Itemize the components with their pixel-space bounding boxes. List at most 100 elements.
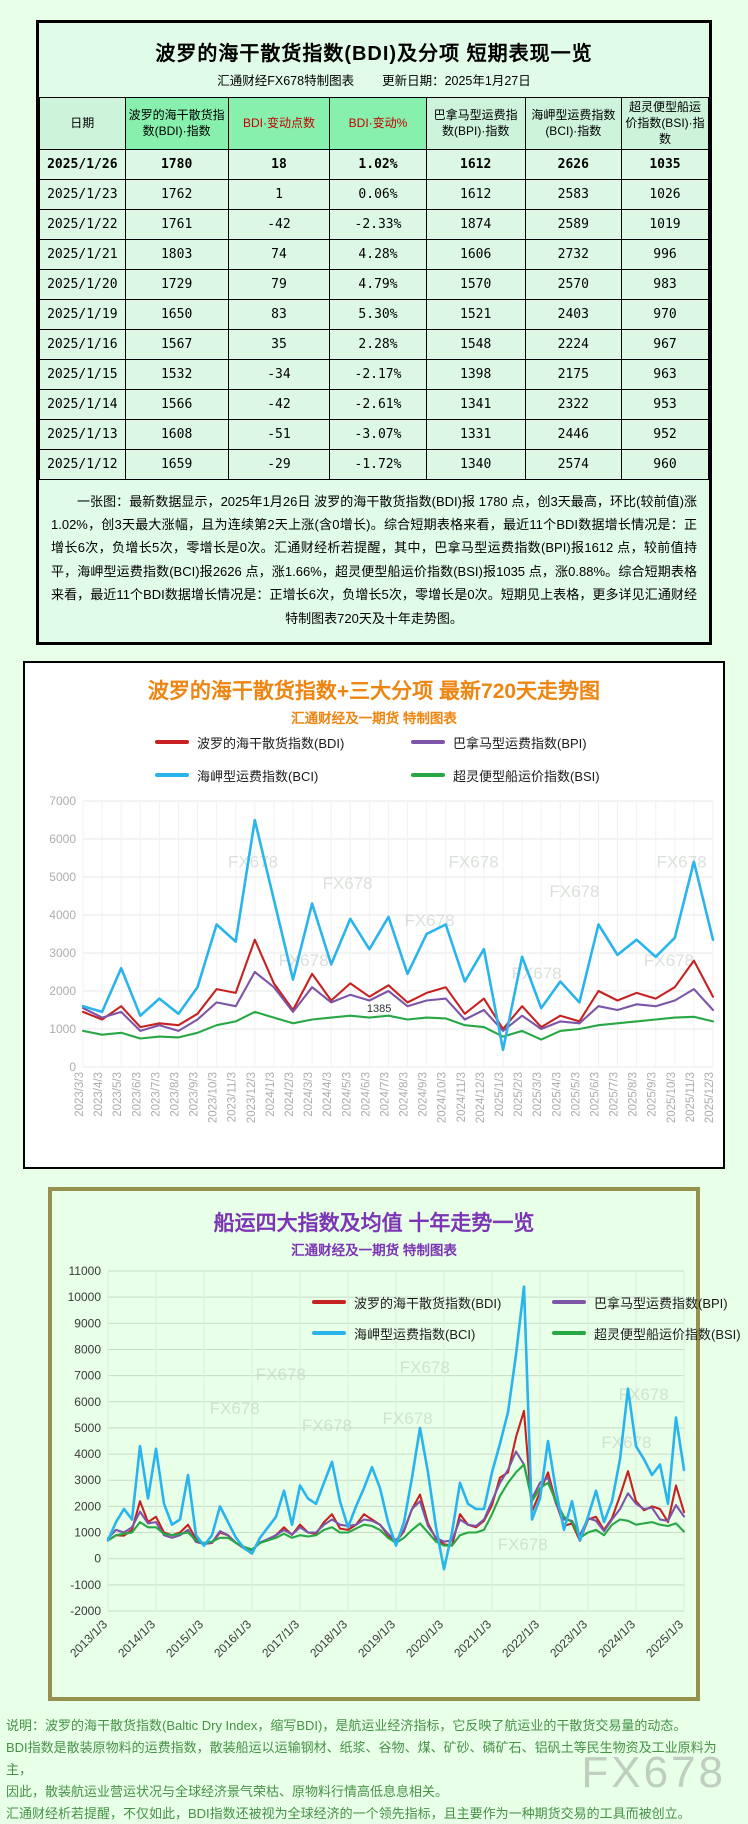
table-cell: 996	[620, 238, 710, 270]
table-cell: 1650	[124, 298, 229, 330]
table-cell: 1026	[620, 178, 710, 210]
svg-text:0: 0	[94, 1552, 101, 1566]
svg-text:7000: 7000	[49, 794, 76, 808]
svg-text:FX678: FX678	[256, 1365, 306, 1384]
table-cell: 2322	[524, 388, 622, 420]
table-cell: 2446	[524, 418, 622, 450]
svg-text:10000: 10000	[68, 1290, 102, 1304]
table-source-label: 汇通财经FX678特制图表	[217, 74, 355, 88]
table-cell: 1606	[425, 238, 526, 270]
legend-item: 超灵便型船运价指数(BSI)	[411, 766, 667, 785]
svg-text:11000: 11000	[69, 1265, 102, 1278]
column-header: BDI·变动点数	[227, 97, 331, 150]
short-term-table-section: 波罗的海干散货指数(BDI)及分项 短期表现一览 汇通财经FX678特制图表 更新…	[36, 20, 712, 645]
column-header: 海岬型运费指数(BCI)·指数	[524, 97, 622, 150]
legend-item: 巴拿马型运费指数(BPI)	[411, 733, 667, 752]
table-cell: -42	[227, 388, 331, 420]
svg-text:1000: 1000	[49, 1022, 76, 1036]
svg-text:2023/12/3: 2023/12/3	[246, 1072, 258, 1123]
chart-10y-subtitle: 汇通财经及一期货 特制图表	[291, 1242, 457, 1258]
column-header: 日期	[39, 97, 126, 150]
table-cell: 2025/1/12	[39, 448, 126, 480]
chart-720d-section: 波罗的海干散货指数+三大分项 最新720天走势图 汇通财经及一期货 特制图表 波…	[23, 660, 725, 1169]
table-cell: 2224	[524, 328, 622, 360]
svg-text:2024/2/3: 2024/2/3	[284, 1072, 296, 1117]
table-cell: 2626	[524, 148, 622, 180]
table-row: 2025/1/16 1567 35 2.28% 1548 2224 967	[39, 328, 710, 360]
svg-text:5000: 5000	[49, 870, 76, 884]
table-cell: 1521	[425, 298, 526, 330]
svg-text:2022/1/3: 2022/1/3	[499, 1617, 542, 1660]
table-cell: 2025/1/13	[39, 418, 126, 450]
svg-text:2025/3/3: 2025/3/3	[532, 1072, 544, 1117]
svg-text:2025/11/3: 2025/11/3	[685, 1072, 697, 1122]
legend-line-swatch	[155, 740, 189, 745]
table-update-date: 更新日期：2025年1月27日	[382, 74, 531, 88]
svg-text:2025/5/3: 2025/5/3	[570, 1072, 582, 1117]
svg-text:2024/4/3: 2024/4/3	[322, 1072, 334, 1117]
svg-text:FX678: FX678	[449, 852, 499, 871]
svg-text:FX678: FX678	[278, 951, 328, 970]
chart-10y-section: 船运四大指数及均值 十年走势一览 汇通财经及一期货 特制图表 波罗的海干散货指数…	[48, 1186, 741, 1701]
svg-text:2024/9/3: 2024/9/3	[418, 1072, 430, 1117]
table-cell: -3.07%	[329, 418, 427, 450]
chart-10y-plot: -2000 -1000 0 1000 2000 3000 4000 5000 6000 7000 8…	[67, 1265, 686, 1660]
svg-text:FX678: FX678	[210, 1399, 260, 1418]
svg-text:1385: 1385	[367, 1003, 391, 1015]
svg-text:FX678: FX678	[601, 1433, 651, 1452]
table-cell: 5.30%	[329, 298, 427, 330]
table-cell: 2570	[524, 268, 622, 300]
svg-text:2023/4/3: 2023/4/3	[93, 1072, 105, 1117]
svg-text:2024/5/3: 2024/5/3	[341, 1072, 353, 1117]
table-cell: 2025/1/19	[39, 298, 126, 330]
svg-text:4000: 4000	[49, 908, 76, 922]
table-cell: -42	[227, 208, 331, 240]
footer-line: 因此，散装航运业营运状况与全球经济景气荣枯、原物料行情高低息息相关。	[6, 1783, 449, 1799]
legend-line-swatch	[312, 1331, 346, 1336]
svg-text:3000: 3000	[49, 946, 76, 960]
table-cell: 970	[620, 298, 710, 330]
column-header: 巴拿马型运费指数(BPI)·指数	[425, 97, 526, 150]
svg-text:2000: 2000	[49, 984, 76, 998]
table-cell: -29	[227, 448, 331, 480]
table-cell: 1780	[124, 148, 229, 180]
svg-text:FX678: FX678	[323, 874, 373, 893]
footer-line: BDI指数是散装原物料的运费指数，散装船运以运输钢材、纸浆、谷物、煤、矿砂、磷矿…	[6, 1739, 717, 1777]
svg-text:2020/1/3: 2020/1/3	[403, 1617, 446, 1660]
table-row: 2025/1/14 1566 -42 -2.61% 1341 2322 953	[39, 388, 710, 420]
svg-text:2023/7/3: 2023/7/3	[150, 1072, 162, 1117]
table-cell: 1566	[124, 388, 229, 420]
legend-line-swatch	[411, 740, 445, 745]
legend-label: 波罗的海干散货指数(BDI)	[354, 1295, 502, 1311]
svg-text:6000: 6000	[49, 832, 76, 846]
svg-text:2018/1/3: 2018/1/3	[307, 1617, 350, 1660]
table-cell: 1762	[124, 178, 229, 210]
svg-text:1000: 1000	[74, 1525, 101, 1539]
svg-text:FX678: FX678	[228, 852, 278, 871]
table-cell: -2.17%	[329, 358, 427, 390]
table-cell: 1803	[124, 238, 229, 270]
svg-text:2024/6/3: 2024/6/3	[360, 1072, 372, 1117]
svg-text:2025/1/3: 2025/1/3	[643, 1617, 686, 1660]
table-cell: 952	[620, 418, 710, 450]
table-cell: 1612	[425, 148, 526, 180]
legend-item: 超灵便型船运价指数(BSI)	[552, 1324, 748, 1343]
svg-text:2025/6/3: 2025/6/3	[589, 1072, 601, 1117]
svg-text:2023/9/3: 2023/9/3	[189, 1072, 201, 1117]
svg-text:0: 0	[69, 1060, 76, 1074]
table-cell: 35	[227, 328, 331, 360]
column-header: 波罗的海干散货指数(BDI)·指数	[124, 97, 229, 150]
table-cell: 1612	[425, 178, 526, 210]
svg-text:2023/1/3: 2023/1/3	[547, 1617, 590, 1660]
table-cell: 1019	[620, 208, 710, 240]
svg-text:FX678: FX678	[498, 1535, 548, 1554]
svg-text:FX678: FX678	[382, 1409, 432, 1428]
legend-label: 海岬型运费指数(BCI)	[197, 768, 319, 784]
table-cell: 1341	[425, 388, 526, 420]
table-cell: 1570	[425, 268, 526, 300]
legend-line-swatch	[155, 773, 189, 778]
table-cell: -2.33%	[329, 208, 427, 240]
table-cell: 963	[620, 358, 710, 390]
legend-label: 巴拿马型运费指数(BPI)	[594, 1295, 728, 1311]
svg-text:2025/10/3: 2025/10/3	[666, 1072, 678, 1123]
